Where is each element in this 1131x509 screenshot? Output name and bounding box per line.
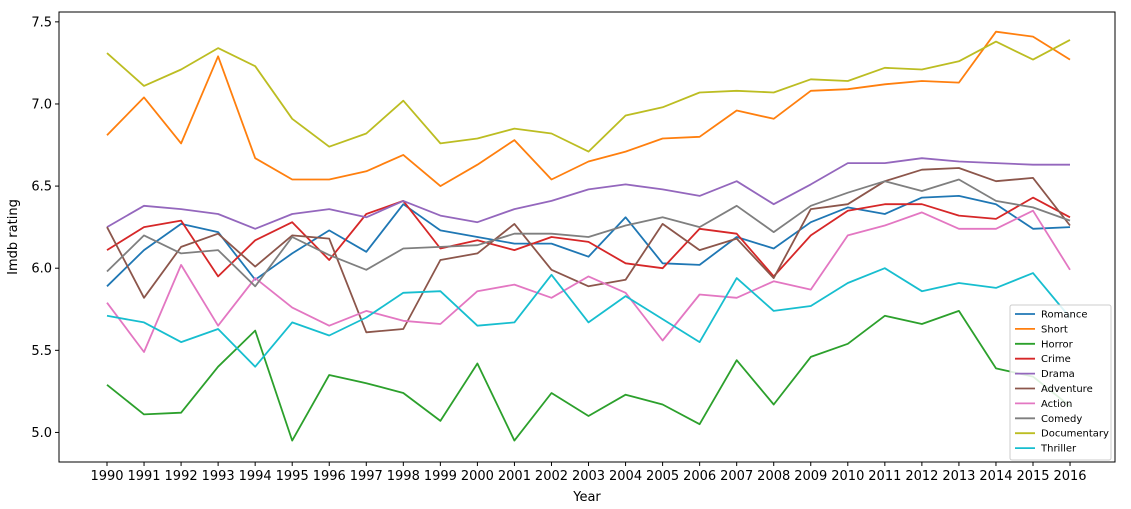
x-tick-label: 1996 [313,469,346,484]
x-tick-label: 2013 [942,469,975,484]
x-tick-label: 2004 [609,469,642,484]
y-axis-label: Imdb rating [6,199,21,275]
x-tick-label: 2001 [498,469,531,484]
y-axis: 5.0 5.5 6.0 6.5 7.0 7.5 [31,15,59,441]
legend: Romance Short Horror Crime Drama Adventure Act… [1009,304,1112,461]
y-tick-label: 7.0 [31,97,52,112]
x-axis: 1990 1991 1992 1993 1994 1995 1996 1997 1998 1999… [90,462,1087,484]
legend-label-documentary: Documentary [1041,429,1109,440]
y-tick-label: 5.5 [31,344,52,359]
x-tick-label: 1992 [165,469,198,484]
x-axis-label: Year [572,490,601,505]
legend-label-action: Action [1041,399,1072,410]
x-tick-label: 2010 [831,469,864,484]
series-line-documentary [106,39,1071,153]
x-tick-label: 2002 [535,469,568,484]
x-tick-label: 1997 [350,469,383,484]
legend-label-romance: Romance [1041,310,1087,321]
series-line-crime [106,196,1071,278]
y-tick-label: 5.0 [31,426,52,441]
y-tick-label: 7.5 [31,15,52,30]
series-line-action [106,209,1071,353]
x-tick-label: 2005 [646,469,679,484]
x-tick-label: 2009 [794,469,827,484]
series-layer [106,30,1071,442]
legend-label-adventure: Adventure [1041,384,1093,395]
series-line-drama [106,157,1070,230]
x-tick-label: 2016 [1053,469,1086,484]
legend-label-crime: Crime [1041,354,1071,365]
x-tick-label: 2000 [461,469,494,484]
x-tick-label: 1993 [202,469,235,484]
x-tick-label: 1998 [387,469,420,484]
x-tick-label: 2014 [979,469,1012,484]
x-tick-label: 1995 [276,469,309,484]
x-tick-label: 1990 [90,469,123,484]
x-tick-label: 2003 [572,469,605,484]
legend-label-short: Short [1041,324,1068,335]
x-tick-label: 2007 [720,469,753,484]
x-tick-label: 2011 [868,469,901,484]
legend-label-thriller: Thriller [1040,444,1077,455]
series-line-adventure [106,167,1071,334]
x-tick-label: 1994 [239,469,272,484]
legend-box [1009,304,1112,461]
series-line-thriller [106,267,1071,368]
y-tick-label: 6.5 [31,180,52,195]
y-tick-label: 6.0 [31,262,52,277]
x-tick-label: 1991 [127,469,160,484]
legend-label-comedy: Comedy [1041,414,1082,425]
series-line-comedy [106,178,1071,288]
legend-label-drama: Drama [1041,369,1075,380]
series-line-horror [106,309,1071,442]
x-tick-label: 2015 [1016,469,1049,484]
x-tick-label: 2012 [905,469,938,484]
legend-label-horror: Horror [1041,339,1074,350]
x-tick-label: 2008 [757,469,790,484]
x-tick-label: 1999 [424,469,457,484]
x-tick-label: 2006 [683,469,716,484]
plot-frame [58,11,1116,463]
series-line-short [106,30,1071,188]
